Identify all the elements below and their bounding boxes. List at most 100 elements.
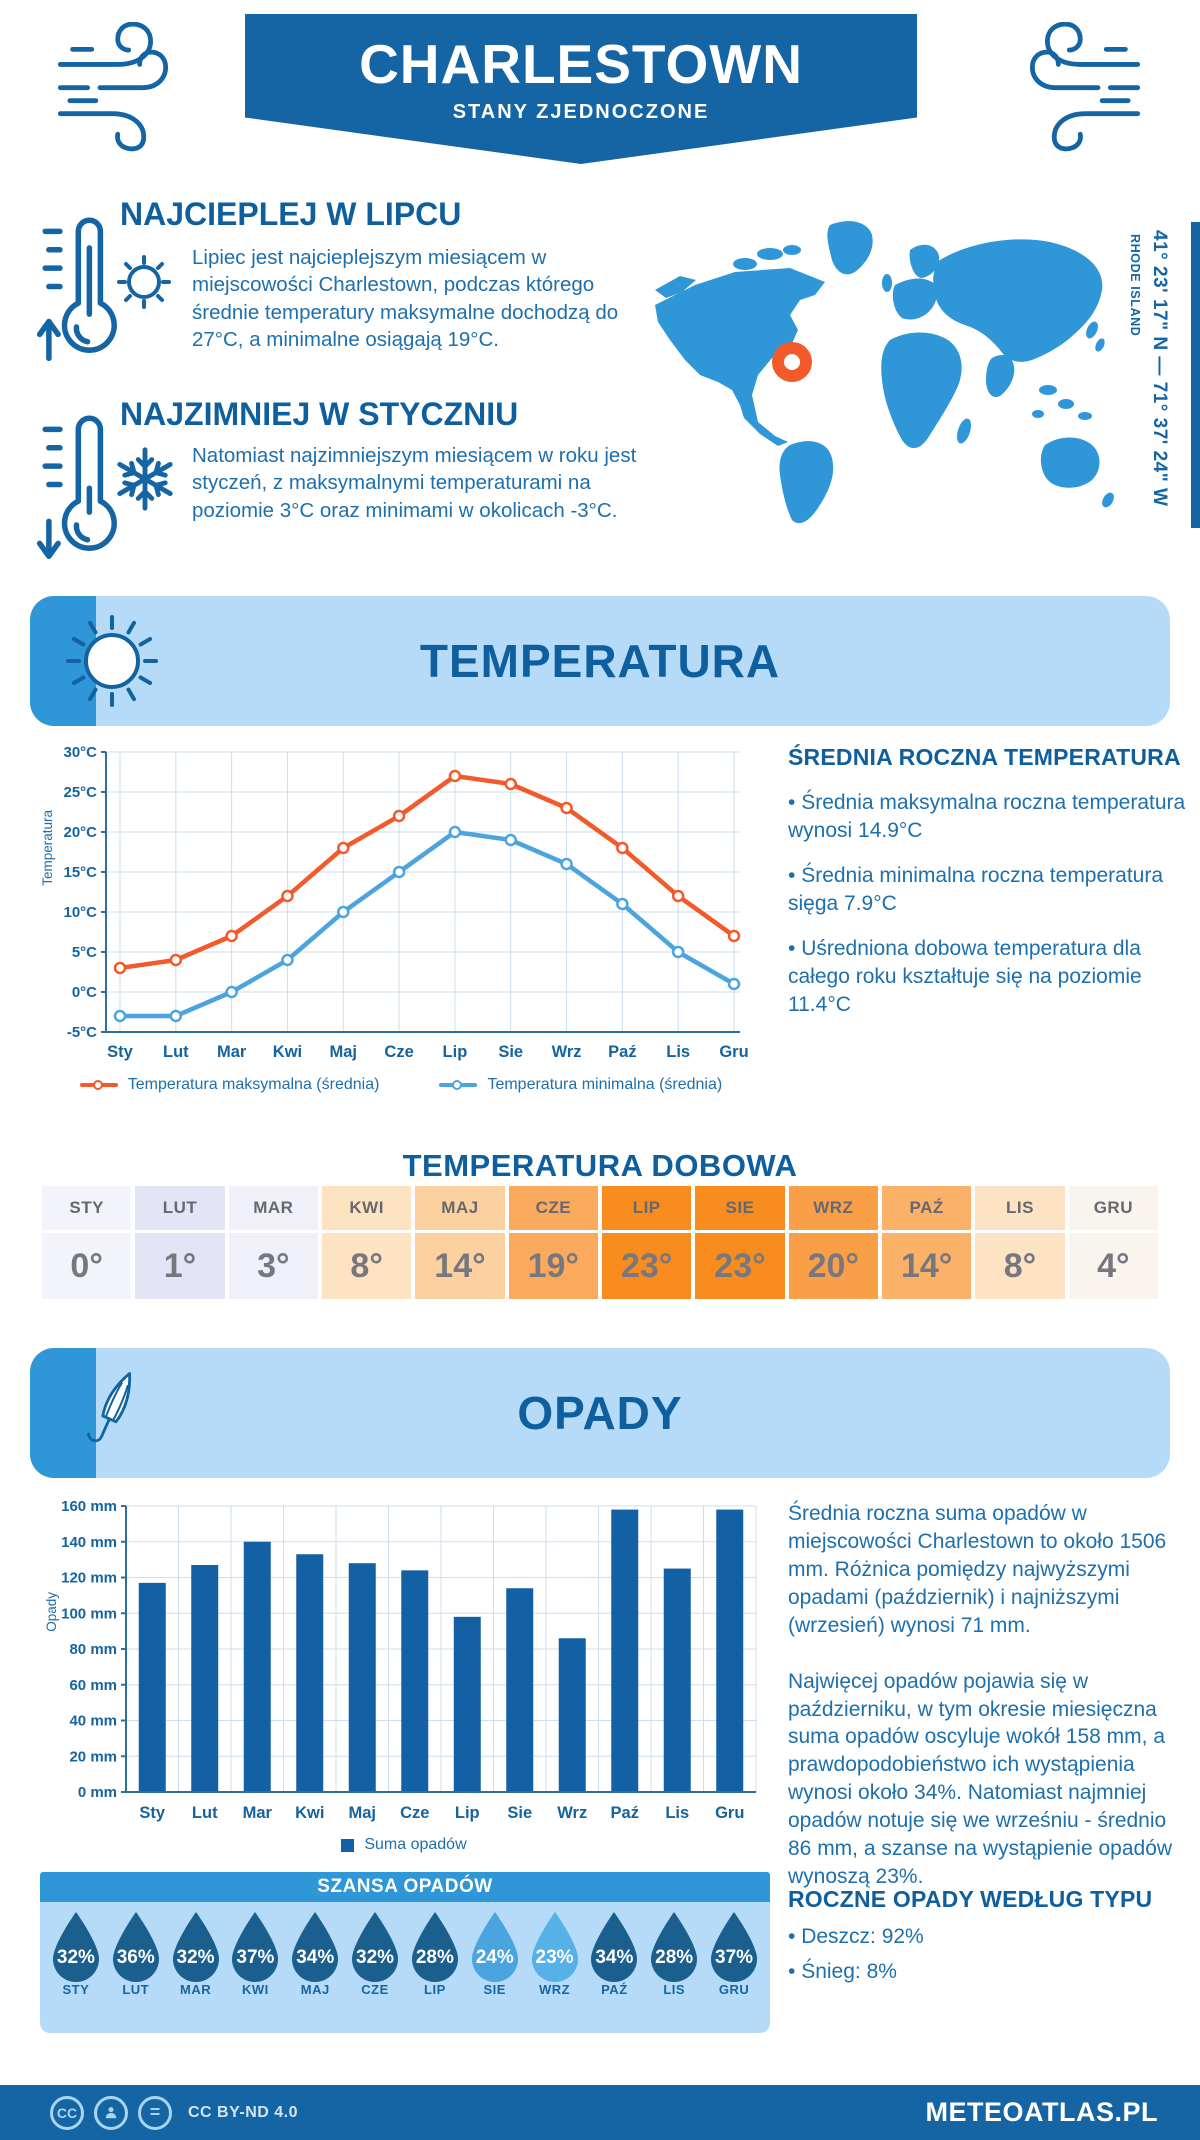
precip-chance-value: 28% [655, 1947, 694, 1968]
legend-item: Temperatura maksymalna (średnia) [79, 1076, 379, 1094]
temp-table-month: CZE [508, 1186, 598, 1230]
temperature-chart-legend: Temperatura maksymalna (średnia) Temperat… [36, 1076, 766, 1094]
svg-text:Wrz: Wrz [557, 1804, 587, 1822]
bullet-item: Deszcz: 92% [788, 1923, 1188, 1951]
svg-text:Mar: Mar [243, 1804, 273, 1822]
legend-sample [79, 1079, 118, 1090]
svg-text:-5°C: -5°C [67, 1024, 97, 1041]
precip-chance-value: 32% [176, 1947, 215, 1968]
wind-icon [1029, 22, 1141, 152]
svg-text:Maj: Maj [330, 1043, 358, 1061]
precip-chance-item: 37% GRU [704, 1910, 764, 2033]
svg-text:Cze: Cze [400, 1804, 429, 1822]
droplet-icon [651, 1912, 698, 1982]
bullet-item: Średnia maksymalna roczna temperatura wy… [788, 789, 1188, 845]
temp-table-month: SIE [695, 1186, 785, 1230]
droplet-icon [411, 1912, 458, 1982]
svg-text:Gru: Gru [715, 1804, 744, 1822]
temp-table-month: LUT [135, 1186, 225, 1230]
title-banner: CHARLESTOWN STANY ZJEDNOCZONE [245, 14, 917, 164]
legend-sample [341, 1838, 355, 1852]
map-edge-bar [1191, 222, 1200, 528]
footer: CC = CC BY-ND 4.0 METEOATLAS.PL [0, 2085, 1200, 2140]
precipitation-paragraph-2: Najwięcej opadów pojawia się w październ… [788, 1669, 1173, 1889]
temp-table-value: 4° [1068, 1233, 1158, 1299]
temp-table-month: GRU [1068, 1186, 1158, 1230]
droplet-icon [52, 1912, 99, 1982]
svg-text:Lut: Lut [163, 1043, 189, 1061]
precipitation-bar-chart: 0 mm 20 mm 40 mm 60 mm 80 mm 100 mm 120 mm 140 … [61, 1498, 757, 1822]
svg-text:Sie: Sie [498, 1043, 523, 1061]
svg-text:0 mm: 0 mm [78, 1784, 117, 1801]
temp-table-value: 8° [975, 1233, 1065, 1299]
svg-text:160 mm: 160 mm [61, 1498, 117, 1515]
cc-icon: CC [50, 2095, 84, 2130]
svg-text:Sie: Sie [507, 1804, 532, 1822]
droplet-icon [531, 1912, 578, 1982]
svg-text:100 mm: 100 mm [61, 1605, 117, 1622]
precip-chance-value: 32% [56, 1947, 95, 1968]
temp-table-value: 20° [788, 1233, 878, 1299]
precipitation-banner-title: OPADY [517, 1387, 683, 1439]
precip-type-panel: ROCZNE OPADY WEDŁUG TYPU Deszcz: 92% Śnie… [788, 1886, 1188, 1993]
cold-section-text: Natomiast najzimniejszym miesiącem w rok… [192, 444, 637, 522]
wind-icon [57, 22, 169, 152]
svg-text:Cze: Cze [384, 1043, 413, 1061]
temperature-line-chart: -5°C 0°C 5°C 10°C 15°C 20°C 25°C 30°C Sty Lut Mar K… [63, 744, 748, 1061]
svg-text:Kwi: Kwi [295, 1804, 324, 1822]
legend-item: Temperatura minimalna (średnia) [439, 1076, 722, 1094]
temp-table-value: 1° [135, 1233, 225, 1299]
precip-chance-month: GRU [718, 1982, 750, 1997]
precip-chance-item: 36% LUT [106, 1910, 166, 2033]
precipitation-chart-legend: Suma opadów [40, 1836, 768, 1854]
svg-text:140 mm: 140 mm [61, 1534, 117, 1551]
precip-chance-month: LIP [424, 1982, 446, 1997]
temp-table-value: 3° [228, 1233, 318, 1299]
precip-chance-value: 36% [116, 1947, 155, 1968]
warm-section-heading: NAJCIEPLEJ W LIPCU [120, 196, 462, 232]
cold-section-heading: NAJZIMNIEJ W STYCZNIU [120, 396, 519, 432]
umbrella-banner-icon [87, 1372, 132, 1443]
precip-chance-item: 32% CZE [345, 1910, 405, 2033]
temp-table-month: WRZ [788, 1186, 878, 1230]
thermometer-cold-icon [36, 415, 117, 560]
temp-table-month: LIP [602, 1186, 692, 1230]
daily-temperature-table: STY LUT MAR KWI MAJ CZE LIP SIE WRZ PAŹ LIS GRU 0° 1°… [42, 1186, 1158, 1299]
svg-text:60 mm: 60 mm [69, 1677, 117, 1694]
location-marker [772, 342, 812, 382]
temp-table-value: 23° [602, 1233, 692, 1299]
svg-text:120 mm: 120 mm [61, 1570, 117, 1587]
svg-text:Sty: Sty [107, 1043, 134, 1061]
svg-text:Lip: Lip [455, 1804, 480, 1822]
temp-table-month: LIS [975, 1186, 1065, 1230]
svg-text:Lut: Lut [192, 1804, 218, 1822]
svg-text:Sty: Sty [139, 1804, 166, 1822]
legend-label: Suma opadów [364, 1836, 467, 1853]
precip-chance-month: WRZ [538, 1982, 571, 1997]
temp-table-value: 19° [508, 1233, 598, 1299]
cc-by-person-icon [94, 2095, 128, 2130]
precipitation-paragraph-1: Średnia roczna suma opadów w miejscowośc… [788, 1502, 1167, 1637]
droplet-icon [292, 1912, 339, 1982]
svg-text:40 mm: 40 mm [69, 1713, 117, 1730]
svg-text:30°C: 30°C [63, 744, 97, 761]
temp-table-value: 0° [42, 1233, 132, 1299]
page-title: CHARLESTOWN [359, 33, 803, 95]
precip-chance-value: 28% [415, 1947, 454, 1968]
precip-chance-item: 28% LIP [405, 1910, 465, 2033]
snowflake-icon [110, 444, 180, 514]
droplet-icon [471, 1912, 518, 1982]
svg-text:10°C: 10°C [63, 904, 97, 921]
brand-text: METEOATLAS.PL [925, 2097, 1158, 2127]
temperature-summary: ŚREDNIA ROCZNA TEMPERATURA Średnia maksy… [788, 744, 1188, 1035]
svg-text:Maj: Maj [348, 1804, 376, 1822]
precip-chance-droplets: 32% STY 36% LUT 32% MAR 37% KWI 34% MAJ 32% CZE 28% L… [40, 1902, 770, 2033]
precip-chance-item: 37% KWI [225, 1910, 285, 2033]
precip-chance-value: 37% [715, 1947, 754, 1968]
temp-table-value: 8° [322, 1233, 412, 1299]
bullet-item: Uśredniona dobowa temperatura dla całego… [788, 935, 1188, 1019]
precip-chance-heading: SZANSA OPADÓW [40, 1872, 770, 1902]
temp-table-value: 14° [415, 1233, 505, 1299]
page-subtitle: STANY ZJEDNOCZONE [452, 101, 710, 123]
